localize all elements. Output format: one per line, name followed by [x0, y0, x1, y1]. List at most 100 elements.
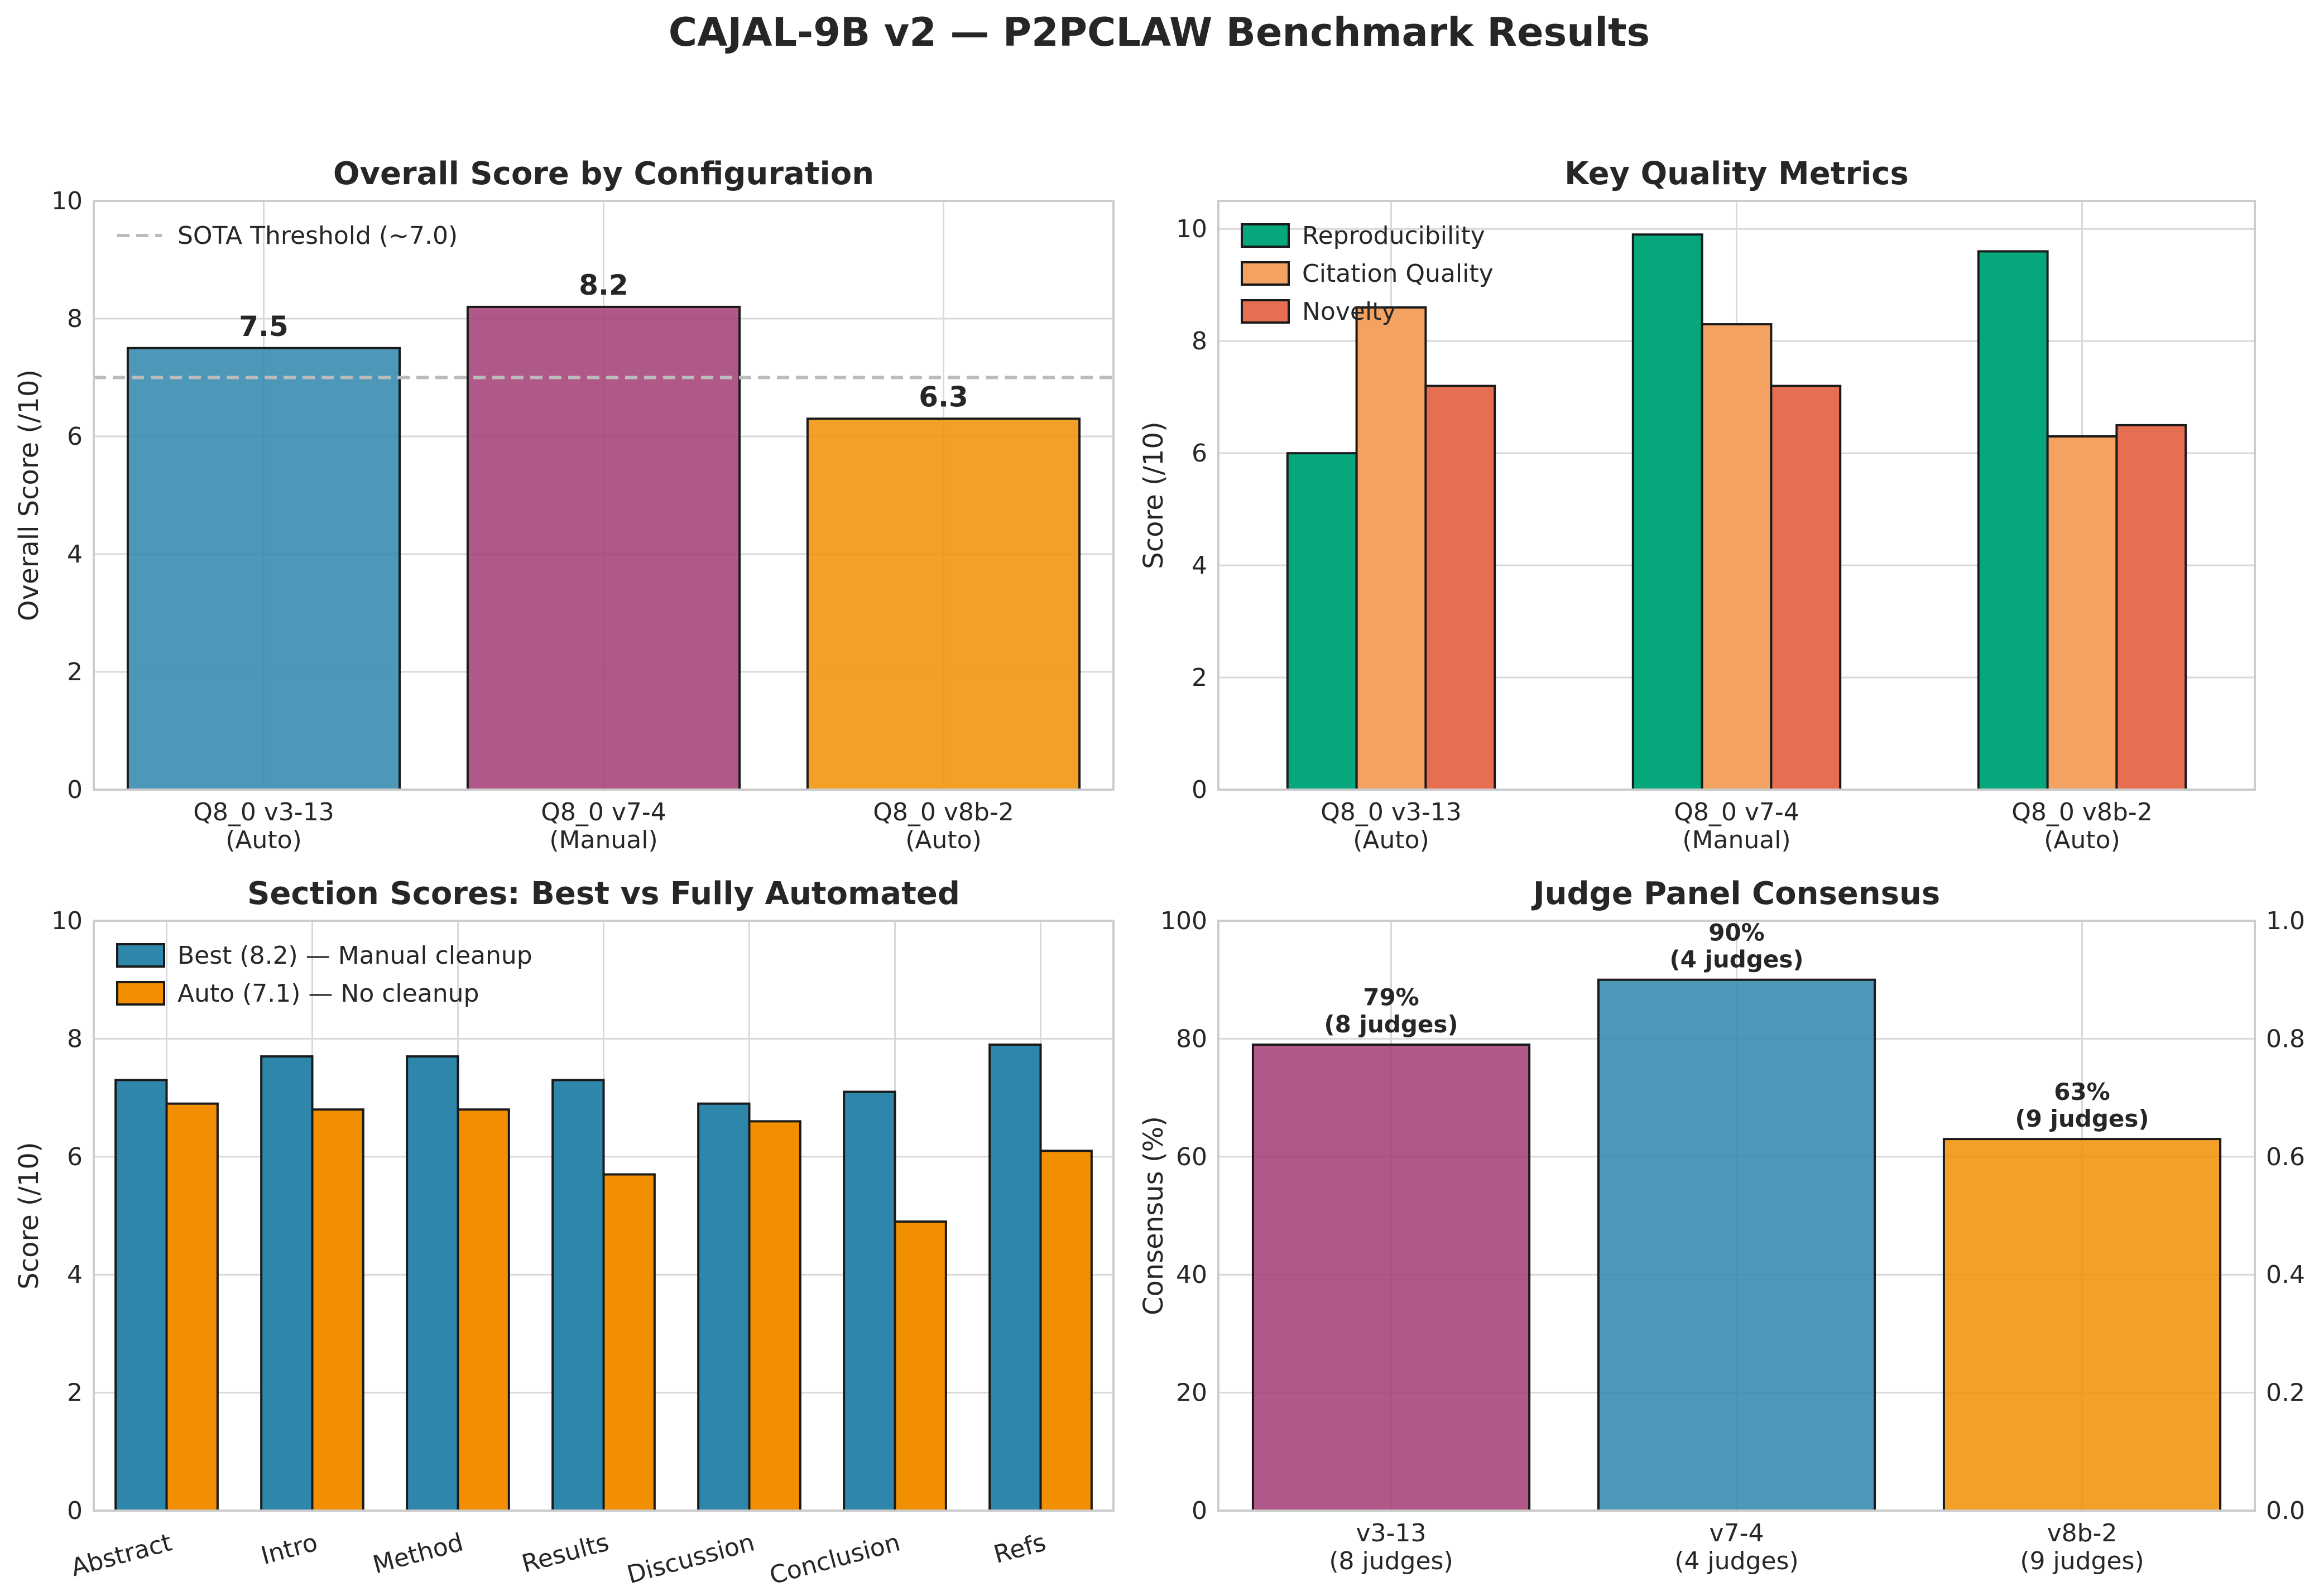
data-label: 90% (4 judges) — [1669, 919, 1803, 973]
x-tick-label: v7-4 (4 judges) — [1674, 1519, 1798, 1575]
data-label: 7.5 — [239, 310, 289, 343]
bar — [311, 1108, 364, 1512]
data-label: 79% (8 judges) — [1324, 984, 1458, 1038]
bar — [165, 1102, 219, 1512]
y-tick-label: 0 — [1192, 776, 1207, 804]
y-tick-label: 10 — [1176, 215, 1207, 243]
bar — [1631, 233, 1703, 791]
legend-swatch — [116, 981, 165, 1006]
y-axis-label: Overall Score (/10) — [13, 369, 45, 621]
chart-title: Judge Panel Consensus — [1531, 876, 1940, 912]
chart-title: Section Scores: Best vs Fully Automated — [247, 876, 960, 912]
data-label: 8.2 — [579, 269, 628, 301]
x-tick-label: v8b-2 (9 judges) — [2020, 1519, 2144, 1575]
y-tick-label: 0 — [67, 776, 83, 804]
bar — [988, 1043, 1042, 1512]
bar — [843, 1090, 896, 1512]
bar — [466, 305, 741, 791]
legend: Best (8.2) — Manual cleanup Auto (7.1) — … — [116, 941, 532, 1008]
x-tick-label: Discussion — [624, 1528, 757, 1589]
y2-tick-label: 0.2 — [2266, 1379, 2305, 1407]
axes-frame — [1217, 200, 2256, 791]
bar — [1977, 250, 2049, 791]
chart-title: Key Quality Metrics — [1564, 156, 1909, 192]
judge-consensus-chart: 79% (8 judges) 90% (4 judges) 63% (9 judges) 0… — [1138, 876, 2305, 1575]
y-tick-label: 2 — [1192, 664, 1207, 692]
y-axis-label: Score (/10) — [13, 1142, 45, 1289]
y-tick-label: 4 — [1192, 551, 1207, 580]
bar — [748, 1120, 801, 1512]
figure-title: CAJAL-9B v2 — P2PCLAW Benchmark Results — [669, 9, 1650, 55]
y-tick-label: 4 — [67, 1261, 83, 1289]
y2-tick-label: 0.8 — [2266, 1025, 2305, 1053]
x-tick-label: v3-13 (8 judges) — [1329, 1519, 1453, 1575]
legend-swatch — [1241, 223, 1290, 248]
x-tick-label: Method — [370, 1528, 467, 1579]
y-tick-label: 2 — [67, 658, 83, 686]
y-tick-label: 6 — [67, 422, 83, 451]
y2-tick-label: 1.0 — [2266, 907, 2305, 935]
y2-tick-label: 0.6 — [2266, 1143, 2305, 1171]
legend-swatch — [1241, 261, 1290, 286]
x-tick-label: Q8_0 v7-4 (Manual) — [1674, 798, 1799, 854]
bar — [1701, 323, 1773, 791]
axes-frame — [93, 920, 1115, 1512]
y-tick-label: 80 — [1176, 1025, 1207, 1053]
legend-swatch — [1241, 299, 1290, 324]
legend-label: Novelty — [1302, 297, 1396, 326]
x-tick-label: Q8_0 v7-4 (Manual) — [541, 798, 666, 854]
x-tick-label: Intro — [258, 1528, 320, 1570]
bar — [1039, 1150, 1093, 1512]
y-tick-label: 4 — [67, 540, 83, 569]
bar — [602, 1173, 656, 1512]
y-axis-label: Score (/10) — [1138, 421, 1169, 569]
legend-label: Reproducibility — [1302, 222, 1485, 250]
bar — [1770, 384, 1842, 791]
bars — [1286, 233, 2187, 791]
axes-frame — [1217, 920, 2256, 1512]
section-scores-chart: 0 2 4 6 8 10 Abstract Intro Method Results Discuss… — [13, 876, 1115, 1590]
bar — [114, 1079, 168, 1512]
bar — [457, 1108, 510, 1512]
bar — [1286, 452, 1358, 791]
chart-title: Overall Score by Configuration — [333, 156, 874, 192]
bar — [1424, 384, 1496, 791]
y-tick-label: 6 — [1192, 439, 1207, 468]
bars — [126, 305, 1081, 791]
legend-label: Best (8.2) — Manual cleanup — [177, 941, 532, 970]
bars — [114, 1043, 1093, 1512]
y2-tick-label: 0.0 — [2266, 1497, 2305, 1525]
bar — [2115, 424, 2187, 791]
legend-label: Citation Quality — [1302, 259, 1494, 288]
bar — [260, 1055, 314, 1512]
y-tick-label: 60 — [1176, 1143, 1207, 1171]
y-tick-label: 10 — [51, 907, 83, 935]
y-tick-label: 6 — [67, 1143, 83, 1171]
bars — [1251, 978, 2222, 1512]
bar — [697, 1102, 751, 1512]
bar — [806, 417, 1081, 791]
bar — [551, 1079, 605, 1512]
y-tick-label: 8 — [67, 1025, 83, 1053]
y-tick-label: 100 — [1160, 907, 1207, 935]
x-tick-label: Q8_0 v8b-2 (Auto) — [873, 798, 1014, 854]
x-tick-label: Conclusion — [767, 1528, 904, 1590]
legend-swatch — [116, 943, 165, 968]
y-axis-label: Consensus (%) — [1138, 1116, 1169, 1315]
x-tick-label: Q8_0 v3-13 (Auto) — [1321, 798, 1462, 854]
bar — [1355, 306, 1427, 791]
x-tick-label: Q8_0 v3-13 (Auto) — [193, 798, 334, 854]
bar — [406, 1055, 459, 1512]
x-tick-label: Q8_0 v8b-2 (Auto) — [2011, 798, 2152, 854]
y-tick-label: 2 — [67, 1379, 83, 1407]
y-tick-label: 8 — [1192, 327, 1207, 355]
data-label: 6.3 — [919, 381, 968, 413]
bar — [2046, 435, 2118, 791]
axes-frame — [93, 200, 1115, 791]
overall-score-chart: 7.5 8.2 6.3 0 2 4 6 8 10 Q8_0 v3-13 (Auto) Q8_0 v7-… — [13, 156, 1115, 854]
y-tick-label: 0 — [1192, 1497, 1207, 1525]
x-tick-label: Refs — [991, 1528, 1049, 1569]
legend-label: SOTA Threshold (~7.0) — [177, 222, 458, 250]
bar — [1942, 1138, 2222, 1512]
